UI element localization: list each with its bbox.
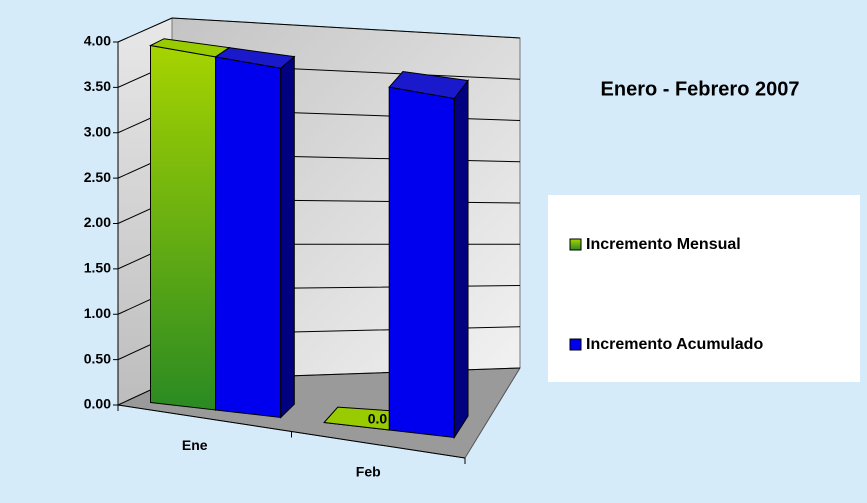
y-tick-label: 0.00 xyxy=(84,396,111,412)
bar-front xyxy=(150,44,217,411)
x-tick-label: Feb xyxy=(356,463,381,479)
legend-swatch xyxy=(569,238,582,251)
bar-front xyxy=(215,56,282,419)
bar-front xyxy=(388,86,455,439)
bar-top xyxy=(214,47,296,69)
x-tick-label: Ene xyxy=(182,437,208,453)
y-tick-label: 0.50 xyxy=(84,350,111,366)
legend-label: Incremento Acumulado xyxy=(586,336,763,353)
legend-label: Incremento Mensual xyxy=(586,236,741,253)
y-tick-label: 4.00 xyxy=(84,33,111,49)
y-tick-label: 2.00 xyxy=(84,214,111,230)
bar xyxy=(214,47,296,419)
y-tick-label: 3.50 xyxy=(84,78,111,94)
bar-side xyxy=(280,55,295,419)
y-tick-label: 1.00 xyxy=(84,305,111,321)
legend-swatch xyxy=(569,338,582,351)
y-tick-label: 3.00 xyxy=(84,123,111,139)
grid-line xyxy=(117,17,521,43)
bar xyxy=(388,71,469,440)
chart-title: Enero - Febrero 2007 xyxy=(601,78,800,100)
bar-top xyxy=(388,71,469,100)
data-label: 0.0 xyxy=(368,411,388,427)
bar-side xyxy=(453,79,469,440)
y-tick-label: 2.50 xyxy=(84,169,111,185)
y-tick-label: 1.50 xyxy=(84,260,111,276)
legend-box xyxy=(548,195,860,382)
